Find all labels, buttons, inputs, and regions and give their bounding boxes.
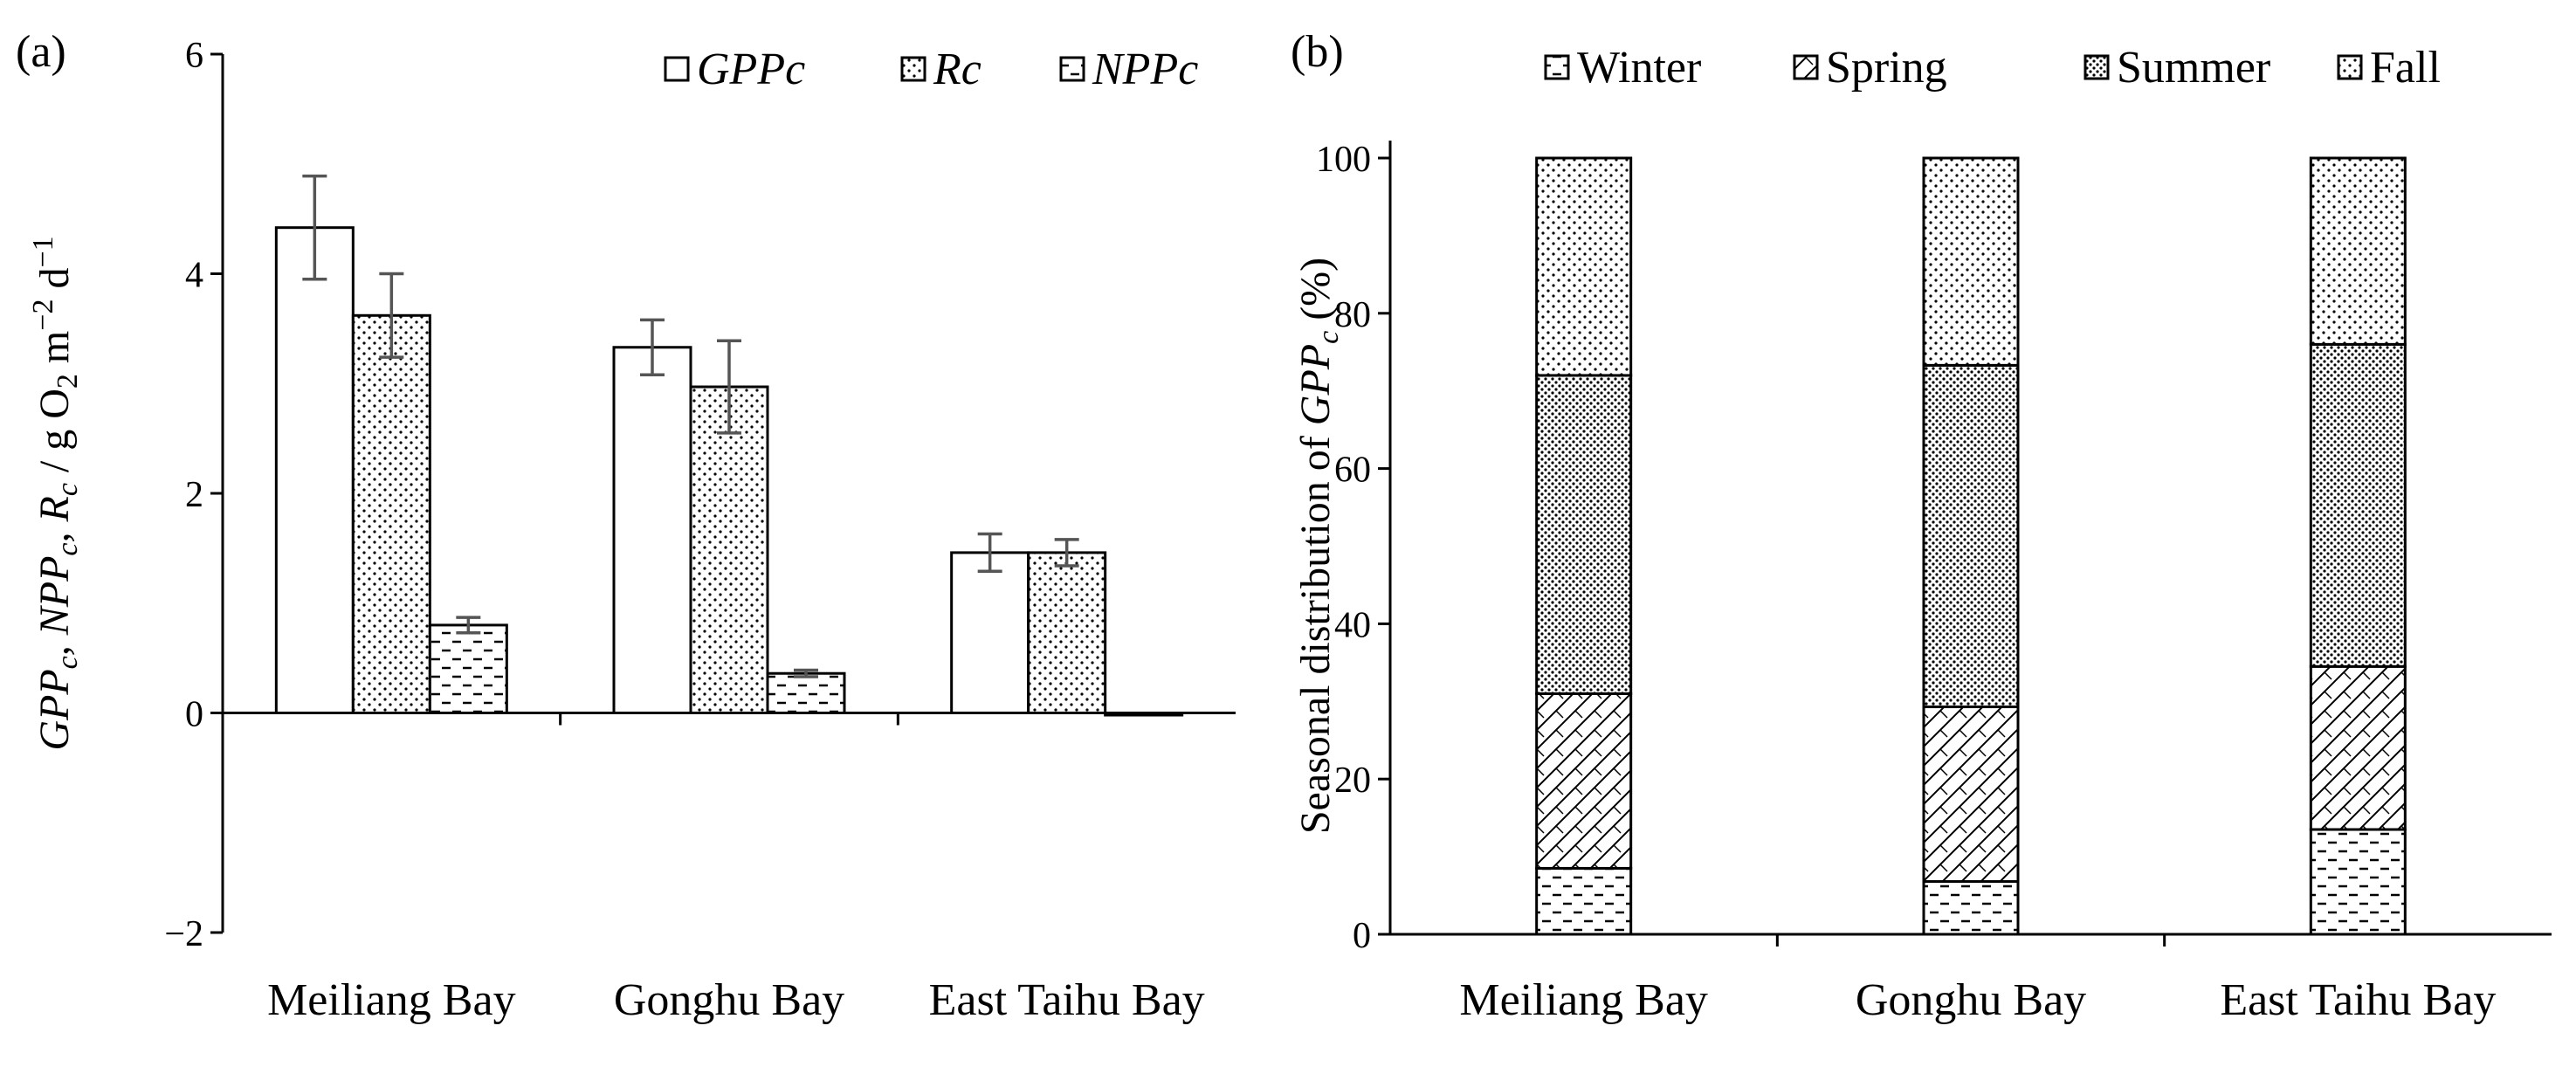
segment-spring-meiliang-bay: [1535, 692, 1633, 870]
segment-fall-east-taihu-bay: [2309, 156, 2407, 346]
y-axis-title: Seasonal distribution of GPPc (%): [1292, 258, 1345, 834]
panel-b-axes: 0 20 40 60 80 100 Meiliang Bay Gonghu Bay East T…: [1316, 140, 2552, 1025]
segment-winter-east-taihu-bay: [2309, 828, 2407, 936]
y-tick-label: 80: [1334, 295, 1371, 335]
segment-summer-gonghu-bay: [1922, 363, 2020, 709]
bar-nppc-gonghu-bay: [766, 671, 846, 714]
legend-label-spring: Spring: [1826, 43, 1947, 93]
panel-b-y-axis-label: Seasonal distribution of GPPc (%): [1292, 258, 1345, 834]
y-tick-label: 100: [1316, 140, 1371, 180]
bar-gppc-east-taihu-bay: [950, 551, 1030, 715]
legend-swatch-rc: [900, 56, 926, 82]
legend-item-fall: Fall: [2337, 43, 2441, 93]
y-tick-label: −2: [164, 914, 203, 954]
x-category-label-meiliang-bay: Meiliang Bay: [1459, 975, 1708, 1025]
panel-b-label: (b): [1291, 27, 1344, 77]
segment-spring-east-taihu-bay: [2309, 664, 2407, 831]
legend-swatch-spring: [1793, 54, 1819, 80]
bar-rc-gonghu-bay: [689, 385, 769, 714]
legend-swatch-fall: [2337, 54, 2363, 80]
segment-fall-meiliang-bay: [1535, 156, 1633, 377]
y-tick-label: 2: [185, 475, 203, 515]
legend-swatch-winter: [1544, 54, 1570, 80]
y-tick-label: 60: [1334, 451, 1371, 491]
y-tick-label: 40: [1334, 605, 1371, 645]
bar-gppc-gonghu-bay: [612, 346, 692, 714]
bar-nppc-meiliang-bay: [428, 623, 508, 715]
legend-item-nppc: NPPc: [1059, 45, 1198, 94]
x-category-label-gonghu-bay: Gonghu Bay: [614, 975, 844, 1025]
panel-b-legend: Winter Spring Summer Fall: [1544, 43, 2441, 93]
segment-summer-meiliang-bay: [1535, 374, 1633, 695]
legend-label-nppc: NPPc: [1092, 45, 1198, 94]
legend-swatch-nppc: [1059, 56, 1085, 82]
y-axis-title: GPPc, NPPc, Rc / g O2 m−2 d−1: [27, 236, 84, 750]
bar-rc-meiliang-bay: [351, 313, 431, 714]
segment-spring-gonghu-bay: [1922, 706, 2020, 884]
panel-a-legend: GPPc Rc NPPc: [664, 45, 1198, 94]
panel-a-label: (a): [16, 27, 66, 77]
segment-winter-meiliang-bay: [1535, 866, 1633, 936]
segment-summer-east-taihu-bay: [2309, 342, 2407, 668]
y-tick-label: 0: [1353, 916, 1371, 956]
panel-a-y-axis-label: GPPc, NPPc, Rc / g O2 m−2 d−1: [27, 236, 84, 750]
legend-label-winter: Winter: [1577, 43, 1701, 93]
legend-label-fall: Fall: [2370, 43, 2441, 93]
y-tick-label: 4: [185, 256, 203, 296]
x-category-label-gonghu-bay: Gonghu Bay: [1856, 975, 2086, 1025]
segment-fall-gonghu-bay: [1922, 156, 2020, 367]
bar-gppc-meiliang-bay: [274, 226, 355, 714]
panel-b-bars: [1535, 156, 2407, 936]
y-tick-label: 20: [1334, 761, 1371, 801]
legend-swatch-gppc: [664, 56, 690, 82]
legend-swatch-summer: [2084, 54, 2110, 80]
legend-item-rc: Rc: [900, 45, 981, 94]
legend-label-rc: Rc: [933, 45, 981, 94]
x-category-label-east-taihu-bay: East Taihu Bay: [929, 975, 1205, 1025]
legend-label-summer: Summer: [2117, 43, 2270, 93]
x-category-label-east-taihu-bay: East Taihu Bay: [2220, 975, 2496, 1025]
legend-item-winter: Winter: [1544, 43, 1701, 93]
panel-a-bar-chart: (a) GPPc, NPPc, Rc / g O2 m−2 d−1 −2 0 2 4 6…: [16, 27, 1236, 1025]
legend-item-spring: Spring: [1793, 43, 1947, 93]
x-category-label-meiliang-bay: Meiliang Bay: [267, 975, 516, 1025]
legend-label-gppc: GPPc: [697, 45, 805, 94]
bar-nppc-east-taihu-bay: [1104, 712, 1184, 717]
legend-item-summer: Summer: [2084, 43, 2270, 93]
y-tick-label: 6: [185, 36, 203, 76]
panel-b-stacked-bar-chart: (b) Seasonal distribution of GPPc (%) 0 2…: [1291, 27, 2552, 1025]
panel-a-bars: [274, 174, 1184, 717]
bar-rc-east-taihu-bay: [1027, 551, 1107, 715]
segment-winter-gonghu-bay: [1922, 880, 2020, 936]
y-tick-label: 0: [185, 695, 203, 735]
legend-item-gppc: GPPc: [664, 45, 805, 94]
